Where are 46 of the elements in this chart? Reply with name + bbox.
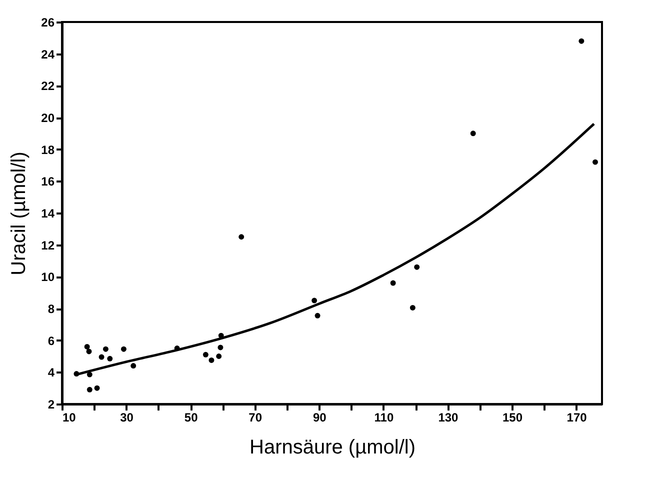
x-tick-label: 150 [502,410,523,424]
y-tick-label: 22 [41,79,55,94]
y-axis-title: Uracil (µmol/l) [8,152,30,276]
y-tick-label: 26 [41,16,55,30]
x-tick-label: 50 [184,410,198,424]
y-tick-label: 6 [48,334,55,348]
point [390,280,396,286]
y-tick-label: 18 [41,142,55,157]
y-tick-label: 10 [41,270,55,284]
point [86,386,92,392]
y-tick-label: 20 [41,111,55,125]
point [130,363,136,369]
x-tick-label: 10 [62,410,76,424]
x-tick-label: 110 [374,410,394,424]
point [208,357,214,363]
point [86,348,92,354]
x-tick-label: 30 [120,410,134,424]
y-tick-label: 2 [48,398,55,412]
point [578,38,584,44]
y-tick-label: 4 [48,366,55,380]
y-tick-label: 16 [41,174,55,189]
point [120,346,126,352]
point [592,159,598,165]
point [218,344,224,350]
point [107,356,113,362]
point [84,344,90,350]
y-tick-label: 8 [48,302,55,316]
y-tick-label: 12 [41,238,55,252]
point [414,264,420,270]
point [238,234,244,240]
x-tick-label: 170 [566,410,588,424]
y-tick-label: 24 [41,47,55,62]
point [470,130,476,136]
y-tick-label: 14 [41,206,55,220]
point [202,352,208,358]
point [314,312,320,318]
point [216,354,222,359]
point [410,304,416,310]
point [312,298,318,304]
x-tick-label: 70 [248,410,262,424]
x-tick-label: 90 [312,410,327,424]
x-tick-label: 130 [438,410,459,424]
point [102,346,108,352]
point [98,354,104,360]
point [94,385,100,391]
x-axis-title: Harnsäure (µmol/l) [249,436,416,458]
